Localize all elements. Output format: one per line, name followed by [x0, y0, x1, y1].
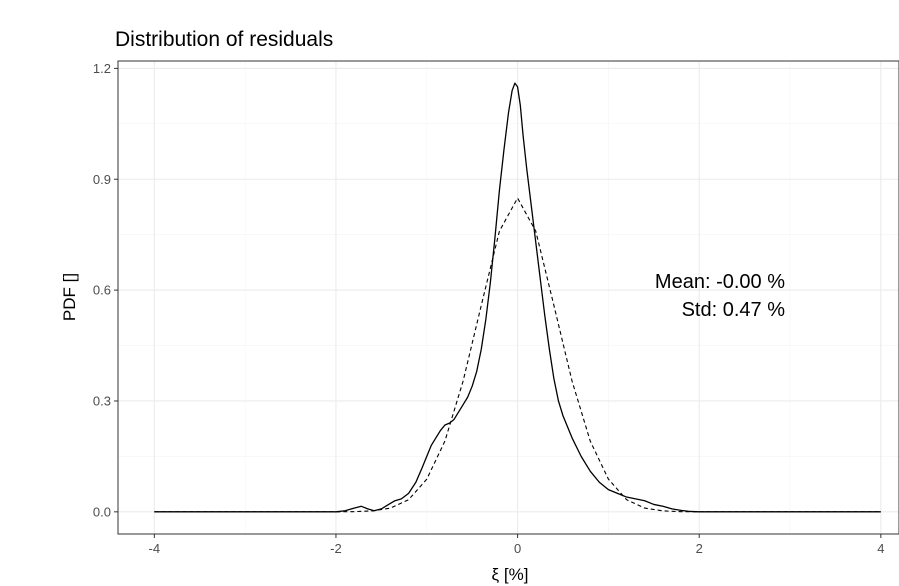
chart-title: Distribution of residuals: [115, 28, 333, 51]
x-tick-label: -4: [149, 541, 161, 556]
x-axis-title: ξ [%]: [492, 565, 529, 584]
y-tick-label: 0.9: [93, 172, 111, 187]
gaussian-fit-line: [154, 197, 881, 513]
empirical-density-line: [154, 82, 881, 513]
x-tick-label: 2: [696, 541, 703, 556]
y-tick-label: 0.3: [93, 393, 111, 408]
panel-border: [117, 60, 899, 535]
mean-annotation: Mean: -0.00 %: [655, 271, 785, 293]
x-tick-label: -2: [330, 541, 342, 556]
y-tick-label: 1.2: [93, 61, 111, 76]
y-tick-label: 0.0: [93, 504, 111, 519]
std-annotation: Std: 0.47 %: [682, 299, 786, 321]
series-layer: [154, 82, 881, 513]
y-tick-label: 0.6: [93, 283, 111, 298]
y-axis-title: PDF []: [60, 273, 79, 321]
x-tick-label: 4: [877, 541, 884, 556]
x-tick-label: 0: [514, 541, 521, 556]
grid: [118, 61, 899, 534]
axis-ticks: -4 -2 0 2 4 0.0 0.3 0.6 0.9 1.2: [93, 61, 885, 556]
